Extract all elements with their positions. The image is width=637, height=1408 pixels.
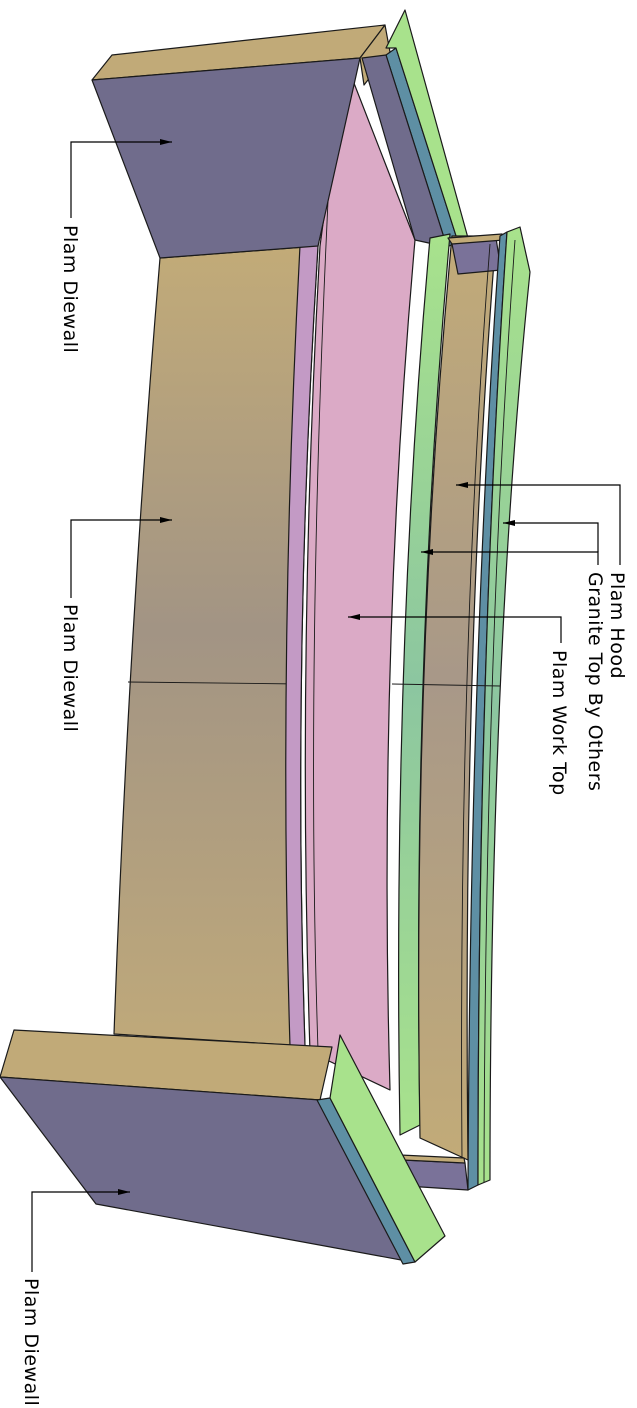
arrowhead-granite-inner bbox=[421, 549, 433, 555]
arrowhead-hood bbox=[456, 482, 468, 488]
leader-diewall-bottom bbox=[31, 1191, 130, 1272]
bottom-granite-end bbox=[329, 1034, 446, 1263]
work-top-surface bbox=[304, 59, 416, 1091]
work-top-inner-line bbox=[313, 159, 331, 1051]
label-hood: Plam Hood bbox=[606, 572, 628, 679]
leader-diewall-center bbox=[70, 519, 172, 598]
leader-granite-outer bbox=[503, 522, 599, 552]
arrowhead-diewall-center bbox=[160, 517, 172, 523]
band-seam-line bbox=[391, 683, 501, 687]
granite-top-outer bbox=[477, 226, 531, 1186]
top-diewall-face bbox=[91, 57, 361, 259]
leader-diewall-top bbox=[70, 141, 172, 218]
label-diewall-top: Plam Diewall bbox=[59, 225, 81, 353]
label-diewall-bottom: Plam Diewall bbox=[20, 1278, 42, 1406]
label-work-top: Plam Work Top bbox=[548, 650, 570, 796]
arrowhead-granite-outer bbox=[503, 520, 515, 526]
hood-inner-line bbox=[461, 243, 491, 1159]
arrowhead-diewall-top bbox=[160, 139, 172, 145]
leader-work-top bbox=[348, 616, 562, 643]
diewall-seam-line bbox=[127, 681, 301, 685]
arrowhead-work-top bbox=[348, 614, 360, 620]
label-diewall-center: Plam Diewall bbox=[59, 604, 81, 732]
arrowhead-diewall-bottom bbox=[118, 1189, 130, 1195]
leader-hood bbox=[456, 484, 621, 565]
label-granite: Granite Top By Others bbox=[584, 572, 606, 791]
